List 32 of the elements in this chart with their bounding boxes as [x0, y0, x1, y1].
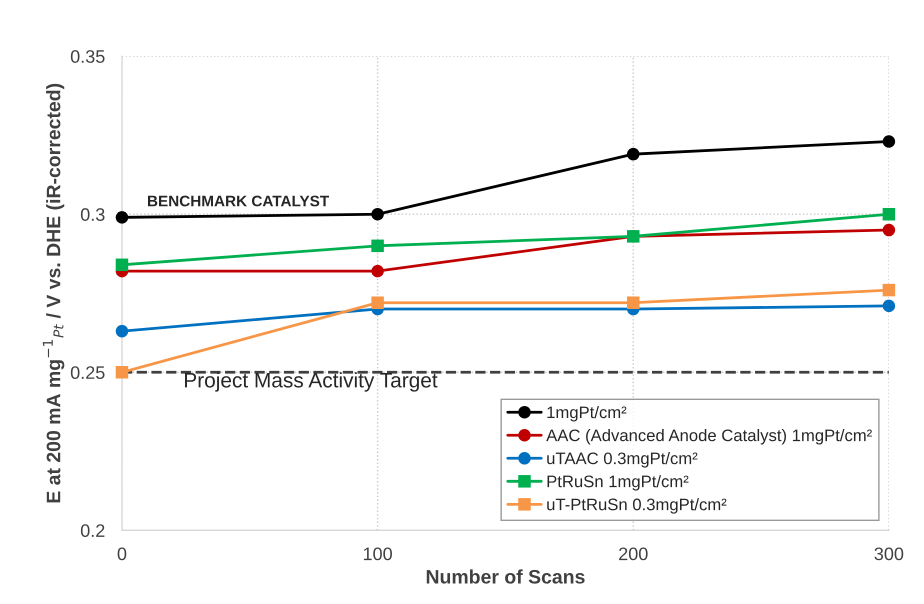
y-tick-label: 0.3	[80, 208, 105, 221]
point	[371, 240, 384, 252]
legend-label: AAC (Advanced Anode Catalyst) 1mgPt/cm²	[546, 429, 872, 445]
legend-label: 1mgPt/cm²	[547, 406, 626, 422]
point	[882, 224, 896, 236]
y-tick-label: 0.2	[80, 524, 104, 538]
x-tick-label: 0	[118, 547, 126, 560]
y-tick-label: 0.25	[70, 366, 105, 379]
point	[116, 211, 128, 224]
point	[116, 324, 128, 338]
point	[882, 300, 896, 312]
ref-line-label: Project Mass Activity Target	[185, 372, 438, 392]
legend-label: uT-PtRuSn 0.3mgPt/cm²	[547, 498, 726, 514]
point	[882, 208, 896, 220]
point	[116, 258, 128, 272]
legend-label: PtRuSn 1mgPt/cm²	[548, 475, 688, 491]
point	[116, 366, 128, 379]
annotation: BENCHMARK CATALYST	[148, 196, 330, 206]
y-tick-label: 0.35	[70, 50, 105, 63]
point	[371, 296, 384, 309]
x-tick-label: 300	[874, 547, 904, 560]
point	[882, 284, 896, 296]
legend-label: uTAAC 0.3mgPt/cm²	[547, 452, 698, 468]
point	[627, 148, 640, 160]
x-tick-label: 100	[364, 547, 392, 560]
point	[371, 264, 384, 278]
point	[371, 208, 384, 220]
point	[882, 135, 896, 148]
point	[627, 296, 640, 309]
x-tick-label: 200	[619, 547, 648, 560]
x-axis-title: Number of Scans	[426, 569, 585, 584]
y-axis-title: E at 200 mA mg$^{−1}$$_{Pt}$ / V vs. DHE (iR-corrected)	[42, 84, 64, 502]
